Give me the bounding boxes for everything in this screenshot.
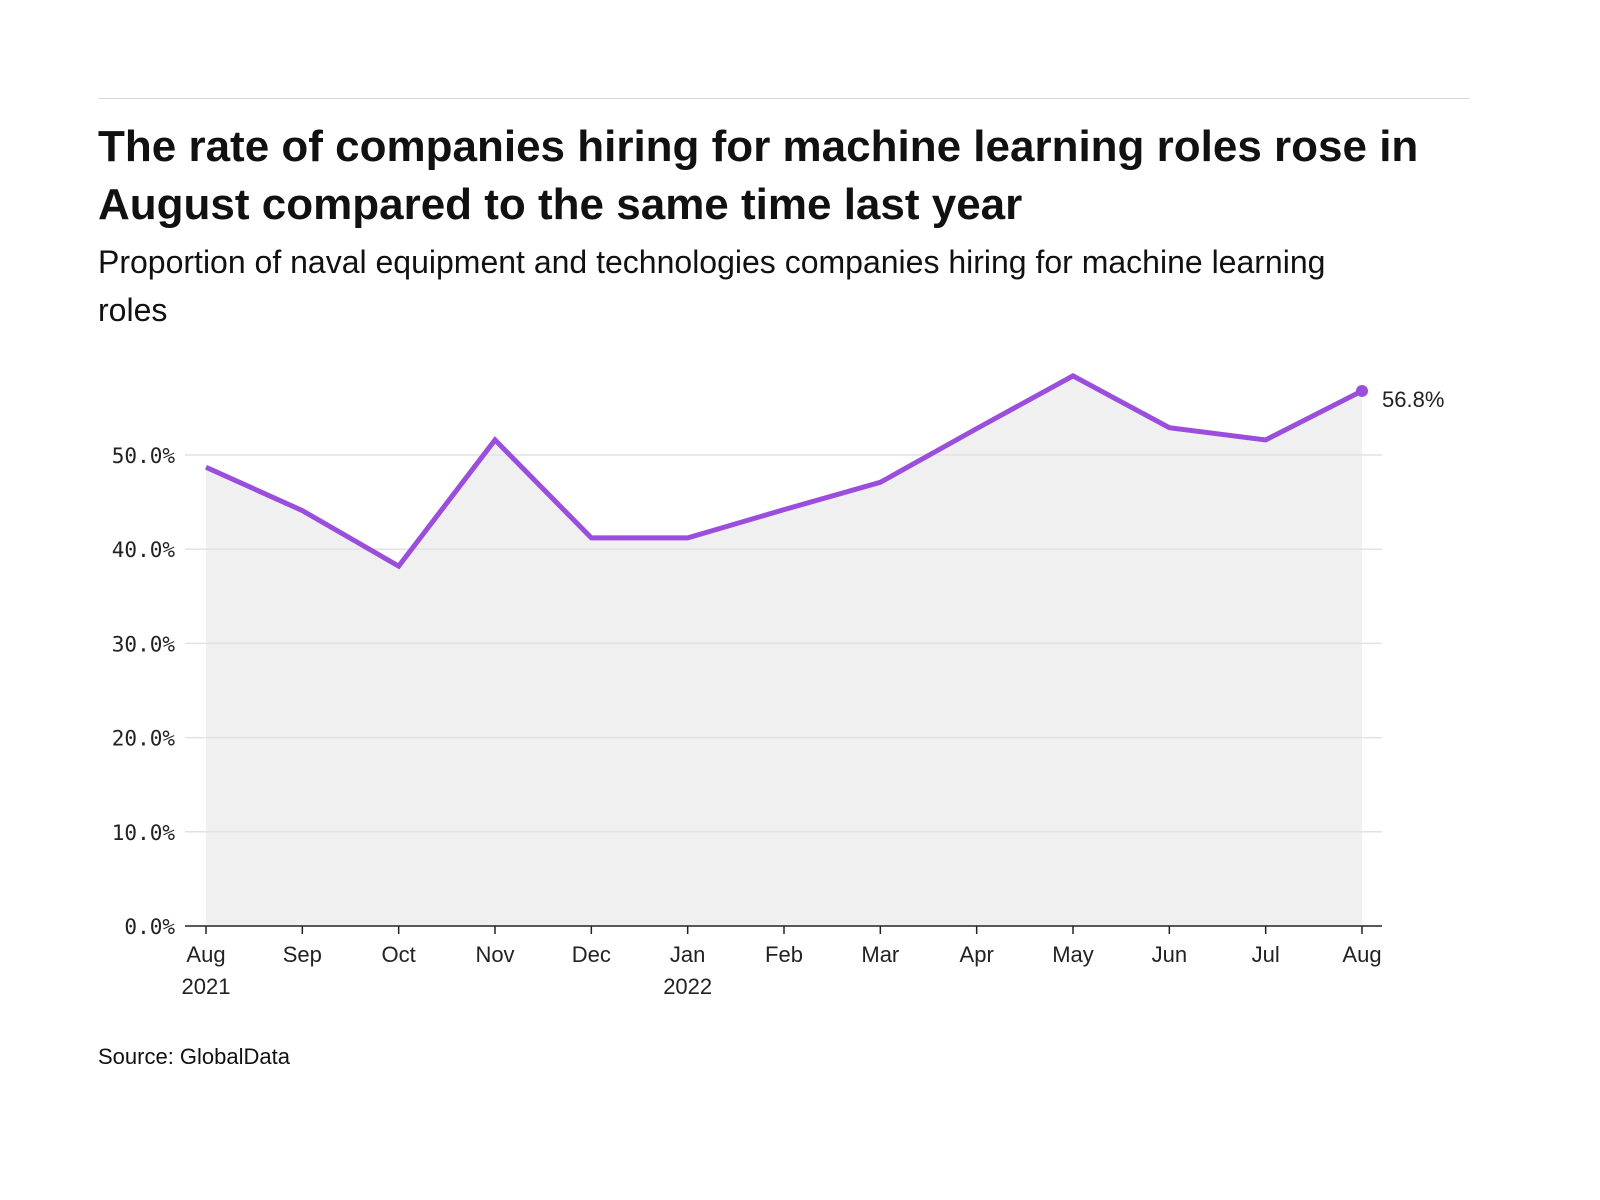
x-tick-label: Apr	[960, 942, 994, 967]
x-tick-label: May	[1052, 942, 1094, 967]
x-tick-label: Aug	[1342, 942, 1381, 967]
x-tick-label: Aug	[186, 942, 225, 967]
x-tick-label: Feb	[765, 942, 803, 967]
x-tick-label: Mar	[861, 942, 899, 967]
source-note: Source: GlobalData	[98, 1044, 290, 1069]
x-tick-label: Jul	[1252, 942, 1280, 967]
y-tick-label: 10.0%	[112, 821, 176, 845]
x-tick-label: Oct	[382, 942, 416, 967]
top-divider	[98, 98, 1470, 99]
x-tick-label: Sep	[283, 942, 322, 967]
area-fill	[206, 375, 1362, 926]
series-line	[204, 373, 1364, 570]
x-tick-label: Jan	[670, 942, 705, 967]
data-point	[1356, 384, 1368, 397]
x-tick-label: 2021	[182, 974, 231, 999]
y-tick-label: 0.0%	[124, 915, 175, 939]
x-tick-label: Jun	[1152, 942, 1187, 967]
y-tick-label: 50.0%	[112, 444, 176, 468]
end-value-label: 56.8%	[1382, 387, 1444, 412]
y-tick-label: 40.0%	[112, 538, 176, 562]
chart-title: The rate of companies hiring for machine…	[98, 122, 1419, 229]
chart-subtitle: Proportion of naval equipment and techno…	[98, 244, 1326, 328]
x-tick-label: 2022	[663, 974, 712, 999]
x-tick-label: Nov	[475, 942, 514, 967]
y-tick-label: 20.0%	[112, 727, 176, 751]
x-tick-label: Dec	[572, 942, 611, 967]
chart-header: The rate of companies hiring for machine…	[98, 118, 1478, 334]
y-tick-label: 30.0%	[112, 632, 176, 656]
